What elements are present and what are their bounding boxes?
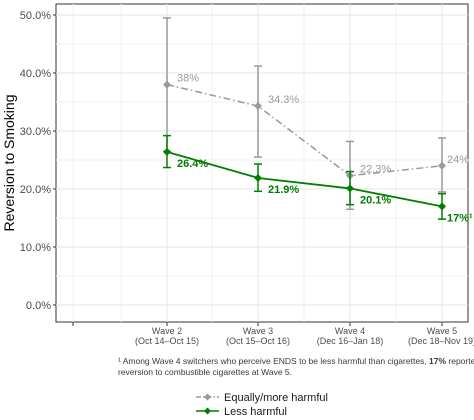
marker-1-2: [346, 184, 354, 193]
data-label-1-1: 21.9%: [268, 184, 299, 196]
legend-label-0: Equally/more harmful: [224, 392, 328, 404]
series-line-1: [166, 151, 443, 208]
footnote-segment-1-0: reversion to combustible cigarettes at W…: [118, 367, 292, 377]
data-label-1-0: 26.4%: [177, 158, 208, 170]
y-tick-label-2: 20.0%: [20, 184, 51, 196]
legend-marker-0: [204, 393, 211, 401]
data-label-0-0: 38%: [177, 73, 199, 85]
footnote-line-1: reversion to combustible cigarettes at W…: [118, 367, 292, 377]
y-axis-title: Reversion to Smoking: [1, 95, 17, 232]
y-tick-label-4: 40.0%: [20, 68, 51, 80]
footnote-segment-0-2: reported: [446, 356, 474, 366]
y-tick-label-0: 0.0%: [26, 300, 51, 312]
y-tick-label-1: 10.0%: [20, 242, 51, 254]
marker-0-1: [254, 102, 262, 111]
marker-0-3: [438, 161, 446, 170]
x-tick-label-wave-3: Wave 5: [427, 326, 457, 336]
marker-1-3: [438, 202, 446, 211]
marker-0-0: [163, 80, 171, 89]
data-label-0-2: 22.3%: [360, 164, 391, 176]
footnote-line-0: ¹ Among Wave 4 switchers who perceive EN…: [118, 356, 474, 366]
data-label-0-1: 34.3%: [268, 94, 299, 106]
series-line-0: [166, 83, 443, 177]
footnote-segment-0-1: 17%: [429, 356, 446, 366]
x-tick-label-wave-1: Wave 3: [243, 326, 273, 336]
legend-label-1: Less harmful: [224, 406, 287, 415]
x-tick-label-wave-0: Wave 2: [152, 326, 182, 336]
y-tick-label-3: 30.0%: [20, 126, 51, 138]
legend-marker-1: [204, 407, 211, 415]
data-label-0-3: 24%: [447, 154, 469, 166]
x-tick-label-wave-2: Wave 4: [335, 326, 365, 336]
plot-panel: [55, 3, 469, 323]
footnote-segment-0-0: ¹ Among Wave 4 switchers who perceive EN…: [118, 356, 429, 366]
x-tick-label-dates-3: (Dec 18–Nov 19): [408, 336, 474, 346]
data-label-1-2: 20.1%: [360, 194, 391, 206]
data-label-1-3: 17%¹: [447, 212, 473, 224]
x-tick-label-dates-1: (Oct 15–Oct 16): [226, 336, 290, 346]
x-tick-label-dates-2: (Dec 16–Jan 18): [317, 336, 384, 346]
x-tick-label-dates-0: (Oct 14–Oct 15): [135, 336, 199, 346]
marker-1-0: [163, 147, 171, 156]
marker-1-1: [254, 173, 262, 182]
y-tick-label-5: 50.0%: [20, 10, 51, 22]
